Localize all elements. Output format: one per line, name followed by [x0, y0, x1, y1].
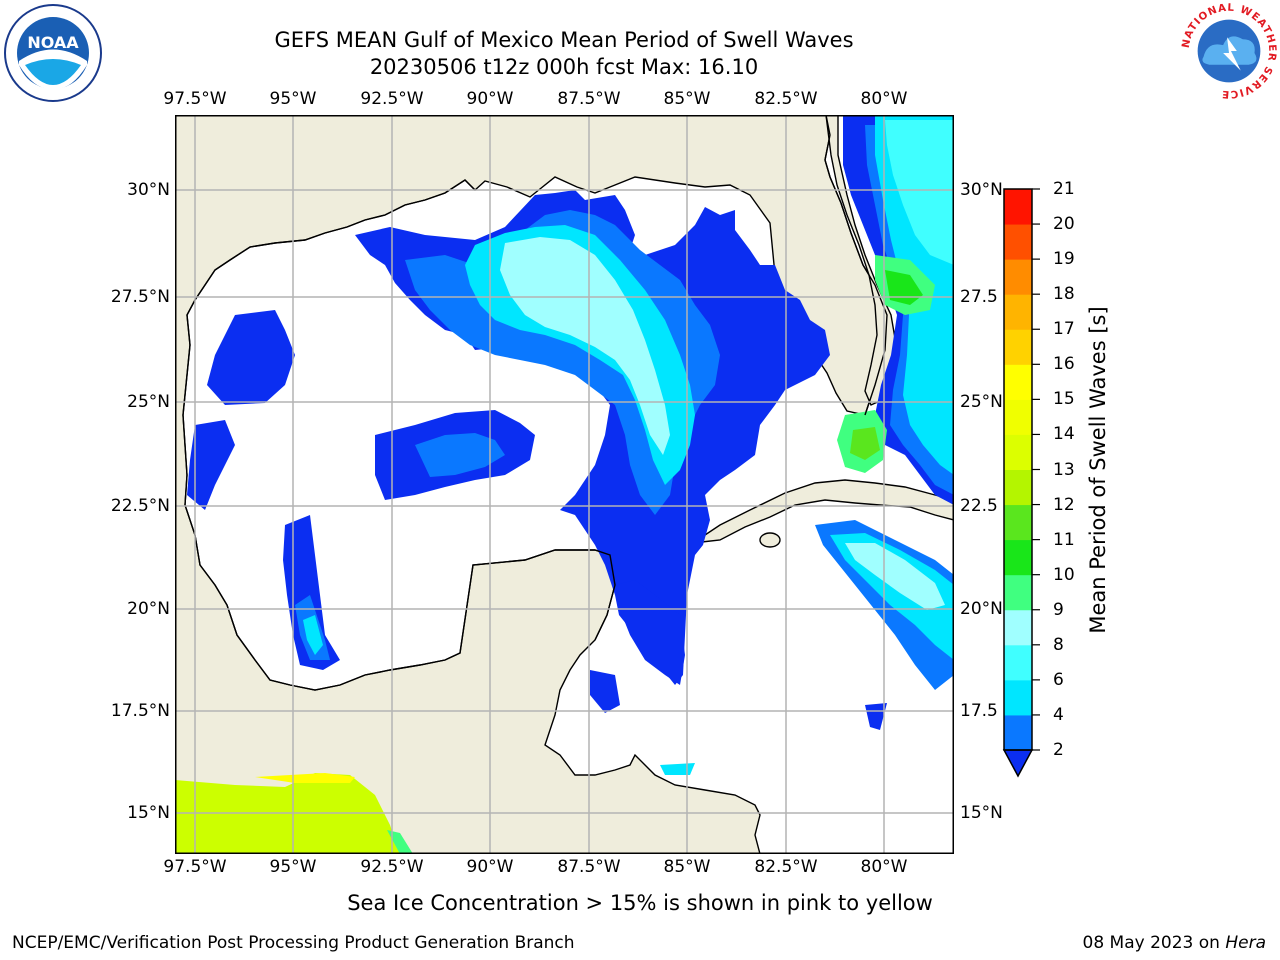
lon-tick-top-90: 90°W [466, 89, 514, 109]
lat-tick-left-15: 15°N [127, 803, 170, 823]
colorbar-tick-label: 2 [1053, 740, 1064, 760]
noaa-logo-text: NOAA [27, 33, 79, 52]
colorbar-extension [1002, 749, 1034, 778]
lat-tick-left-25: 25°N [127, 392, 170, 412]
colorbar-tick-label: 12 [1053, 494, 1075, 515]
lon-tick-bottom-95: 95°W [269, 857, 317, 877]
swell-2-4s-yucatan-channel [590, 670, 620, 713]
map-panel [175, 115, 954, 854]
lon-tick-top-80: 80°W [860, 89, 908, 109]
colorbar-label: Mean Period of Swell Waves [s] [1086, 306, 1110, 634]
colorbar-tick-label: 17 [1053, 319, 1075, 340]
lon-tick-bottom-97-5: 97.5°W [163, 857, 227, 877]
swell-9-10s-pacific-edge [387, 830, 413, 854]
noaa-logo: NOAA [4, 4, 102, 102]
colorbar-swatch [1004, 329, 1032, 365]
land-isle-of-youth [759, 532, 781, 548]
map-subtitle: 20230506 t12z 000h fcst Max: 16.10 [369, 55, 759, 79]
lon-tick-bottom-87-5: 87.5°W [557, 857, 621, 877]
colorbar-swatch [1004, 189, 1032, 225]
lat-tick-right-15: 15°N [960, 803, 1003, 823]
lat-tick-left-27-5: 27.5°N [110, 287, 170, 307]
colorbar-swatch [1004, 539, 1032, 576]
lat-tick-right-30: 30°N [960, 180, 1003, 200]
lat-tick-right-22-5: 22.5 [960, 496, 998, 516]
lon-tick-bottom-90: 90°W [466, 857, 514, 877]
colorbar-tick-label: 9 [1053, 599, 1064, 620]
swell-15-16s-pacific [255, 773, 355, 783]
colorbar-swatch [1004, 399, 1032, 435]
lon-tick-top-97-5: 97.5°W [163, 89, 227, 109]
colorbar-tick-label: 11 [1053, 529, 1075, 550]
colorbar [1002, 188, 1040, 778]
colorbar-tick-label: 6 [1053, 669, 1064, 690]
swell-11-12s-straits [850, 427, 880, 460]
colorbar-tick-label: 20 [1053, 214, 1075, 235]
swell-2-4s-gulf-west [207, 310, 295, 405]
colorbar-swatch [1004, 469, 1032, 506]
footer-credit: NCEP/EMC/Verification Post Processing Pr… [12, 933, 575, 953]
graticule [175, 115, 954, 854]
lat-tick-right-25: 25°N [960, 392, 1003, 412]
colorbar-swatch [1004, 504, 1032, 541]
colorbar-swatch [1004, 259, 1032, 295]
footer-host: Hera [1225, 933, 1266, 953]
colorbar-swatch [1004, 434, 1032, 470]
lon-tick-top-87-5: 87.5°W [557, 89, 621, 109]
colorbar-tick-label: 13 [1053, 459, 1075, 480]
lon-tick-top-85: 85°W [663, 89, 711, 109]
footer-date-text: 08 May 2023 on [1082, 933, 1226, 953]
colorbar-swatch [1004, 679, 1032, 716]
lon-tick-bottom-82-5: 82.5°W [754, 857, 818, 877]
lat-tick-right-20: 20°N [960, 599, 1003, 619]
lon-tick-bottom-85: 85°W [663, 857, 711, 877]
swell-2-4s-yucatan-east [615, 580, 685, 685]
colorbar-tick-label: 10 [1053, 564, 1075, 585]
map-title: GEFS MEAN Gulf of Mexico Mean Period of … [274, 28, 854, 52]
lon-tick-bottom-80: 80°W [860, 857, 908, 877]
swell-period-field [175, 115, 954, 854]
colorbar-tick-label: 16 [1053, 354, 1075, 375]
lat-tick-left-22-5: 22.5°N [110, 496, 170, 516]
colorbar-swatch [1004, 644, 1032, 681]
colorbar-swatch [1004, 574, 1032, 611]
colorbar-swatch [1004, 714, 1032, 751]
nws-logo: NATIONAL WEATHER SERVICE [1180, 2, 1277, 100]
colorbar-tick-label: 18 [1053, 284, 1075, 305]
colorbar-tick-label: 15 [1053, 389, 1075, 410]
map-frame [175, 115, 954, 854]
swell-2-4s-bay-campeche [283, 515, 340, 670]
colorbar-tick-label: 14 [1053, 424, 1075, 445]
swell-2-4s-cayman [865, 703, 887, 730]
swell-4-6s-campeche [415, 433, 505, 477]
colorbar-swatch [1004, 609, 1032, 646]
lon-tick-top-95: 95°W [269, 89, 317, 109]
colorbar-swatch [1004, 364, 1032, 400]
colorbar-swatch [1004, 224, 1032, 260]
colorbar-tick-label: 21 [1053, 179, 1075, 199]
lat-tick-right-17-5: 17.5 [960, 701, 998, 721]
lon-tick-top-82-5: 82.5°W [754, 89, 818, 109]
colorbar-tick-label: 19 [1053, 249, 1075, 270]
swell-8-9s-atlantic [885, 120, 954, 265]
swell-6-8s-honduras [660, 763, 695, 775]
footer-date: 08 May 2023 on Hera [1083, 933, 1267, 953]
swell-6-8s-bay [303, 615, 323, 655]
swell-8-9s-loop [500, 237, 670, 455]
lon-tick-top-92-5: 92.5°W [360, 89, 424, 109]
lat-tick-left-20: 20°N [127, 599, 170, 619]
swell-6-8s-caribbean [830, 533, 954, 660]
sea-ice-note: Sea Ice Concentration > 15% is shown in … [347, 891, 933, 915]
swell-2-4s-texas-shelf [187, 420, 235, 510]
swell-8-9s-caribbean [845, 543, 945, 610]
colorbar-tick-label: 8 [1053, 634, 1064, 655]
lat-tick-right-27-5: 27.5 [960, 287, 998, 307]
land-cuba [692, 479, 954, 544]
lon-tick-bottom-92-5: 92.5°W [360, 857, 424, 877]
colorbar-tick-label: 4 [1053, 704, 1064, 725]
lat-tick-left-30: 30°N [127, 180, 170, 200]
colorbar-swatch [1004, 294, 1032, 330]
lat-tick-left-17-5: 17.5°N [110, 701, 170, 721]
